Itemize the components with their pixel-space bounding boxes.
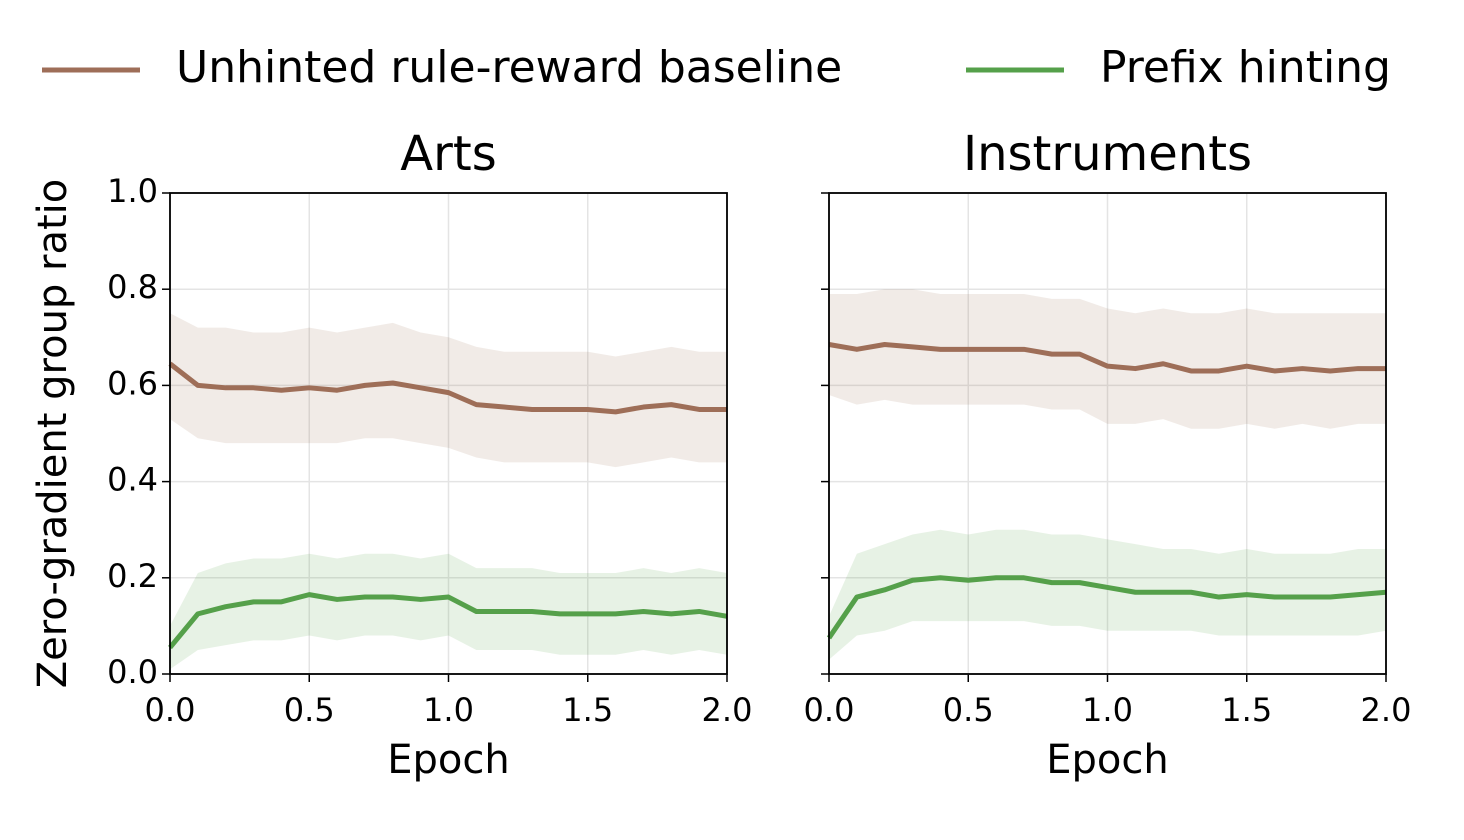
y-tick-label: 0.4	[107, 461, 158, 499]
x-tick-label: 0.5	[943, 691, 994, 729]
line	[828, 342, 1386, 374]
panel-title: Arts	[400, 126, 496, 182]
spread-band	[829, 289, 1386, 429]
y-tick-label: 0.0	[107, 653, 158, 691]
x-tick-label: 1.5	[562, 691, 613, 729]
y-tick-label: 0.6	[107, 364, 158, 402]
x-tick-label: 0.0	[145, 691, 196, 729]
y-tick-label: 0.2	[107, 557, 158, 595]
x-tick-label: 2.0	[702, 691, 753, 729]
x-tick-label: 1.0	[423, 691, 474, 729]
x-tick-label: 2.0	[1361, 691, 1412, 729]
line	[826, 575, 1387, 640]
x-axis-label: Epoch	[387, 737, 509, 783]
plot-frame	[169, 192, 728, 675]
line	[168, 361, 727, 415]
x-tick-label: 0.5	[284, 691, 335, 729]
legend-label: Unhinted rule-reward baseline	[176, 42, 842, 93]
spread-band	[170, 553, 727, 670]
panel-title: Instruments	[963, 126, 1252, 182]
line	[168, 592, 728, 650]
legend-label: Prefix hinting	[1100, 42, 1391, 93]
y-axis-label: Zero-gradient group ratio	[30, 179, 76, 689]
x-tick-label: 1.5	[1221, 691, 1272, 729]
y-tick-label: 0.8	[107, 268, 158, 306]
y-tick-label: 1.0	[107, 172, 158, 210]
x-axis-label: Epoch	[1046, 737, 1168, 783]
x-tick-label: 1.0	[1082, 691, 1133, 729]
spread-band	[829, 529, 1386, 660]
x-tick-label: 0.0	[804, 691, 855, 729]
plot-frame	[828, 192, 1387, 675]
